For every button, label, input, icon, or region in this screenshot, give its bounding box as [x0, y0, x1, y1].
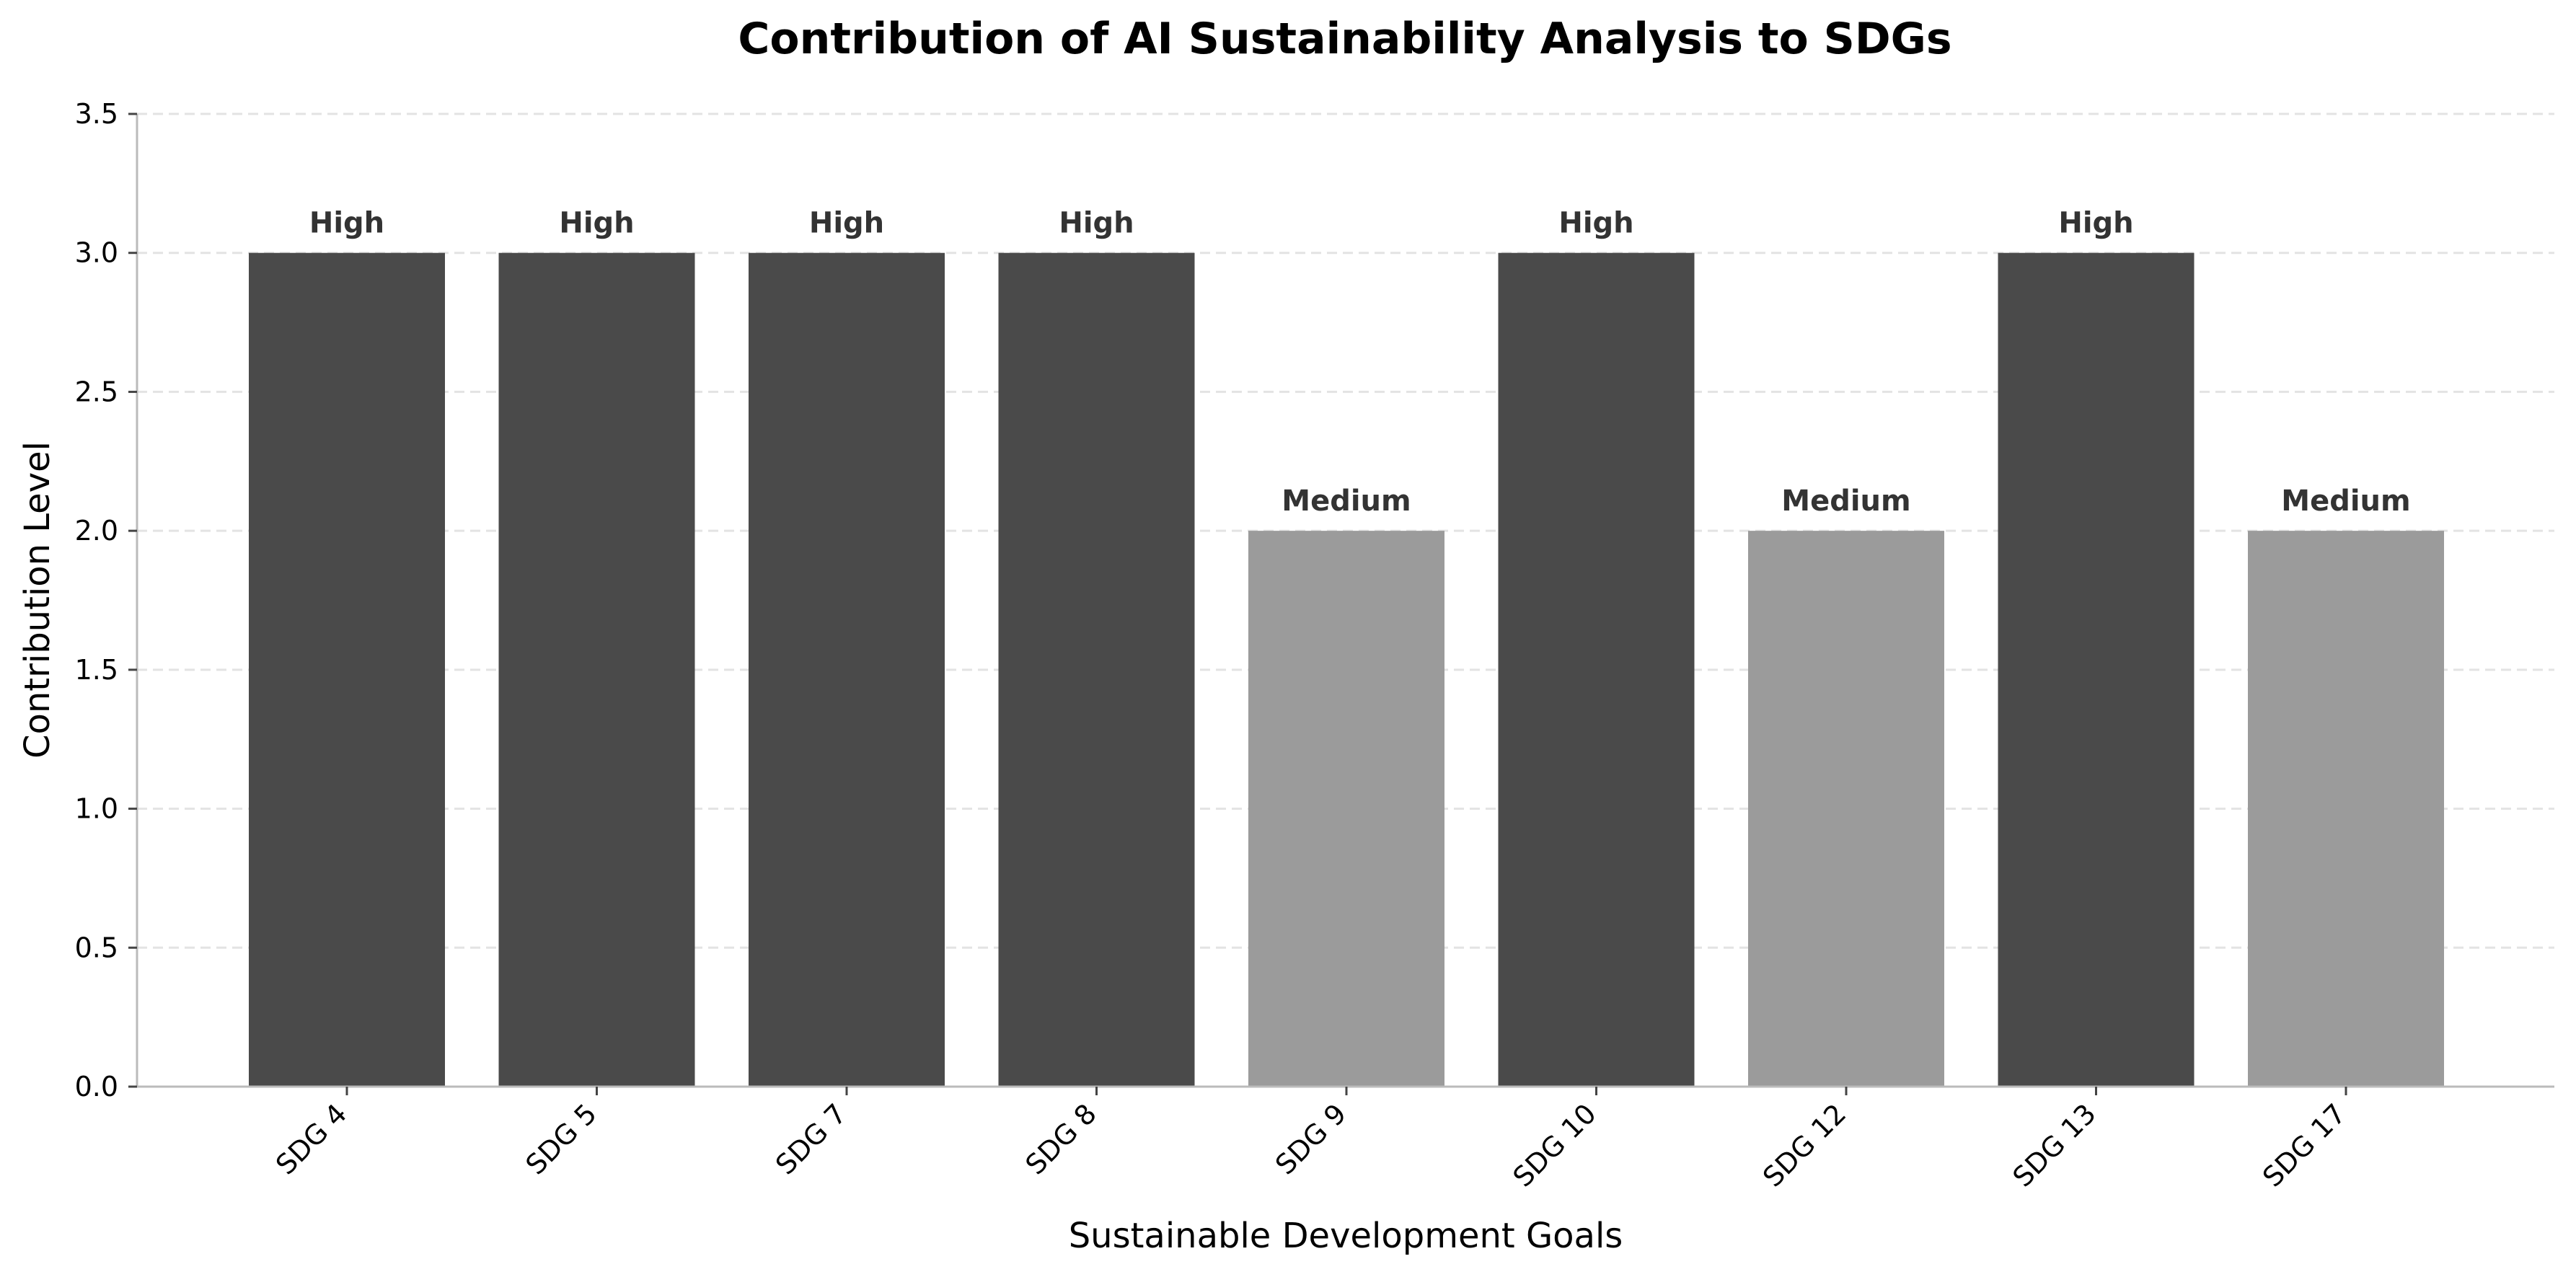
- y-tick-label: 3.5: [75, 98, 118, 130]
- bar-sdg-12: [1748, 531, 1944, 1087]
- bar-sdg-9: [1248, 531, 1444, 1087]
- chart-title: Contribution of AI Sustainability Analys…: [738, 14, 1951, 64]
- data-label: High: [809, 207, 884, 240]
- y-tick-label: 1.5: [75, 654, 118, 686]
- data-label: High: [2058, 207, 2133, 240]
- x-tick-label: SDG 5: [520, 1097, 603, 1180]
- y-tick-label: 2.5: [75, 376, 118, 407]
- y-tick-label: 2.0: [75, 515, 118, 547]
- bar-sdg-8: [998, 252, 1195, 1087]
- y-tick-label: 0.5: [75, 932, 118, 963]
- x-tick-label: SDG 13: [2006, 1097, 2101, 1193]
- data-label: Medium: [2281, 485, 2410, 518]
- data-label: Medium: [1282, 485, 1411, 518]
- bar-sdg-17: [2248, 531, 2444, 1087]
- x-axis-title: Sustainable Development Goals: [1069, 1216, 1623, 1256]
- data-label: High: [559, 207, 634, 240]
- x-tick-label: SDG 9: [1269, 1097, 1352, 1180]
- y-tick-label: 1.0: [75, 793, 118, 825]
- x-tick-label: SDG 4: [270, 1097, 353, 1180]
- y-axis-ticks: 0.0 0.5 1.0 1.5 2.0 2.5 3.0 3.5: [75, 98, 137, 1103]
- bars: [249, 252, 2444, 1087]
- x-tick-label: SDG 17: [2257, 1097, 2352, 1193]
- data-label: Medium: [1781, 485, 1910, 518]
- x-tick-label: SDG 12: [1757, 1097, 1852, 1193]
- bar-sdg-5: [498, 252, 695, 1087]
- x-tick-label: SDG 10: [1507, 1097, 1602, 1193]
- x-tick-label: SDG 8: [1020, 1097, 1103, 1180]
- data-label: High: [1059, 207, 1134, 240]
- bar-sdg-4: [249, 252, 445, 1087]
- y-axis-title: Contribution Level: [17, 441, 58, 759]
- y-tick-label: 0.0: [75, 1071, 118, 1103]
- bar-sdg-10: [1498, 252, 1695, 1087]
- x-axis-ticks: SDG 4 SDG 5 SDG 7 SDG 8 SDG 9 SDG 10 SDG 12 SDG…: [270, 1087, 2352, 1193]
- x-tick-label: SDG 7: [769, 1097, 852, 1180]
- data-label: High: [1558, 207, 1633, 240]
- bar-sdg-13: [1998, 252, 2195, 1087]
- y-tick-label: 3.0: [75, 237, 118, 269]
- data-label: High: [309, 207, 384, 240]
- bar-sdg-7: [749, 252, 945, 1087]
- data-labels: High High High High Medium High Medium High Medi…: [309, 207, 2411, 518]
